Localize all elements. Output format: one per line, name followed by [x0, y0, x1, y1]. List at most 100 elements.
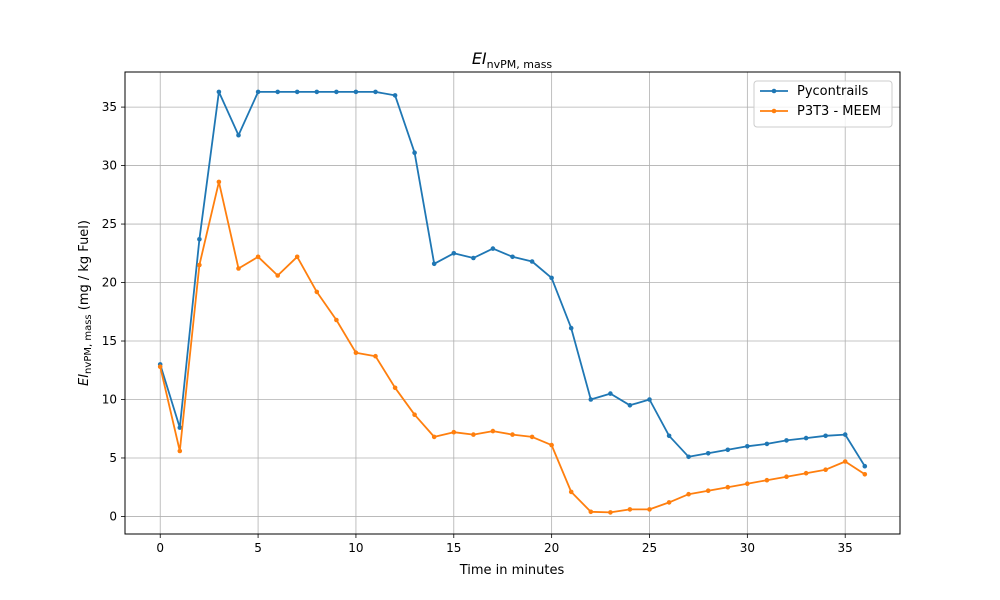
data-point-0: [529, 259, 535, 264]
data-point-0: [842, 432, 848, 437]
data-point-0: [177, 425, 183, 430]
data-point-0: [392, 93, 398, 98]
grid: [125, 72, 900, 534]
data-point-0: [275, 89, 281, 95]
data-point-1: [216, 179, 222, 185]
x-axis-title: Time in minutes: [459, 563, 565, 578]
chart-title: EInvPM, mass: [472, 49, 553, 71]
data-point-1: [373, 353, 378, 359]
data-point-0: [705, 451, 711, 456]
data-point-0: [197, 237, 202, 242]
x-tick-label: 10: [348, 541, 363, 555]
y-tick-label: 35: [102, 100, 117, 114]
data-point-1: [197, 262, 202, 268]
x-tick-label: 20: [544, 541, 559, 555]
data-point-0: [764, 441, 770, 447]
y-tick-label: 25: [102, 217, 117, 231]
data-point-1: [608, 510, 613, 515]
x-tick-label: 0: [156, 541, 164, 555]
data-point-0: [255, 89, 261, 95]
data-point-1: [177, 448, 183, 454]
data-point-1: [705, 488, 711, 494]
data-point-1: [666, 500, 672, 505]
ticks: 0 5 10 15 20 25 30 35 0 5 10 15 20 25 30 35: [102, 100, 853, 555]
legend: Pycontrails P3T3 - MEEM: [753, 80, 893, 128]
data-point-1: [862, 472, 868, 477]
y-tick-label: 0: [109, 509, 117, 523]
data-point-1: [392, 385, 398, 391]
data-point-0: [803, 435, 809, 441]
y-axis-title: EInvPM, mass (mg / kg Fuel): [77, 220, 94, 386]
data-point-0: [862, 463, 868, 469]
data-point-1: [294, 254, 300, 260]
data-point-1: [236, 266, 241, 271]
data-point-0: [647, 397, 652, 402]
data-point-1: [490, 428, 496, 434]
data-point-1: [334, 317, 339, 323]
data-point-1: [588, 509, 594, 515]
data-point-0: [666, 433, 672, 439]
data-point-0: [373, 89, 378, 95]
data-point-0: [745, 444, 750, 449]
data-point-0: [725, 447, 731, 453]
y-tick-label: 20: [102, 276, 117, 290]
x-tick-label: 30: [740, 541, 755, 555]
x-tick-label: 35: [838, 541, 853, 555]
data-point-1: [549, 442, 554, 448]
legend-marker-p3t3-meem: [771, 108, 777, 114]
legend-marker-pycontrails: [771, 88, 777, 94]
data-point-0: [823, 433, 828, 439]
data-point-1: [431, 434, 437, 440]
data-point-0: [353, 89, 359, 95]
data-point-0: [568, 325, 574, 331]
data-point-1: [451, 429, 457, 435]
plot-frame: [124, 71, 901, 535]
data-point-0: [216, 89, 222, 95]
data-point-1: [529, 434, 535, 440]
data-point-0: [451, 251, 457, 256]
data-point-0: [314, 89, 320, 95]
data-point-1: [823, 467, 828, 473]
data-point-1: [764, 477, 770, 483]
data-point-0: [412, 150, 417, 155]
data-point-1: [255, 254, 261, 260]
data-point-1: [725, 484, 731, 490]
data-point-1: [842, 459, 848, 464]
data-point-0: [431, 261, 437, 267]
data-point-1: [275, 273, 281, 278]
data-point-0: [549, 275, 554, 281]
data-point-1: [510, 432, 515, 437]
legend-label-p3t3-meem: P3T3 - MEEM: [797, 104, 881, 119]
data-point-1: [784, 474, 789, 480]
data-point-1: [745, 481, 750, 487]
data-point-0: [294, 89, 300, 95]
data-point-1: [647, 507, 652, 512]
data-point-1: [353, 350, 359, 356]
data-point-0: [490, 246, 496, 251]
y-tick-label: 10: [102, 392, 117, 406]
data-point-0: [588, 397, 594, 402]
data-point-1: [686, 491, 691, 497]
data-point-1: [568, 489, 574, 495]
data-point-1: [314, 289, 320, 295]
x-tick-label: 15: [446, 541, 461, 555]
data-point-0: [784, 438, 789, 443]
data-point-0: [627, 403, 633, 408]
data-point-0: [608, 391, 613, 396]
data-point-1: [803, 470, 809, 476]
data-point-1: [471, 432, 476, 437]
legend-label-pycontrails: Pycontrails: [797, 84, 869, 99]
series-layer: [157, 89, 868, 515]
data-point-0: [236, 132, 241, 138]
legend-box: [753, 80, 893, 128]
data-point-0: [686, 454, 691, 460]
y-tick-label: 30: [102, 159, 117, 173]
x-tick-label: 25: [642, 541, 657, 555]
data-point-1: [412, 412, 417, 418]
data-point-0: [471, 255, 476, 261]
data-point-1: [157, 364, 163, 370]
x-tick-label: 5: [254, 541, 262, 555]
y-tick-label: 5: [109, 451, 117, 465]
data-point-0: [510, 254, 515, 260]
